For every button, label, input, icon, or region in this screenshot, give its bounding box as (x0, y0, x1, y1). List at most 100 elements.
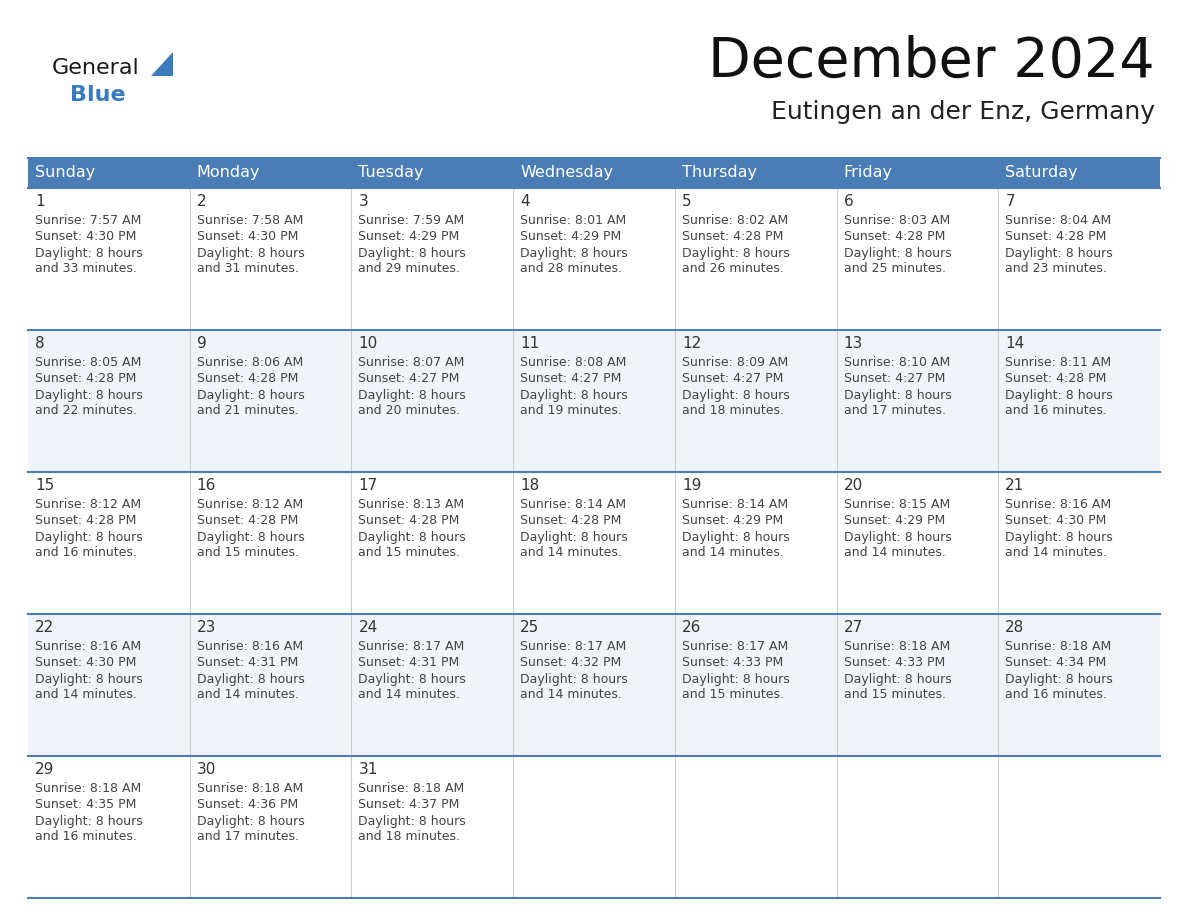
Text: Sunset: 4:35 PM: Sunset: 4:35 PM (34, 799, 137, 812)
Text: 1: 1 (34, 195, 45, 209)
Text: Sunrise: 8:15 AM: Sunrise: 8:15 AM (843, 498, 950, 511)
Text: 10: 10 (359, 337, 378, 352)
Text: and 14 minutes.: and 14 minutes. (520, 546, 623, 559)
Text: Sunset: 4:30 PM: Sunset: 4:30 PM (197, 230, 298, 243)
Text: 15: 15 (34, 478, 55, 494)
Text: Sunrise: 8:18 AM: Sunrise: 8:18 AM (843, 641, 950, 654)
Text: Sunset: 4:30 PM: Sunset: 4:30 PM (34, 656, 137, 669)
Text: Daylight: 8 hours: Daylight: 8 hours (843, 388, 952, 401)
Text: Daylight: 8 hours: Daylight: 8 hours (843, 531, 952, 543)
Text: General: General (52, 58, 140, 78)
Text: Daylight: 8 hours: Daylight: 8 hours (359, 814, 466, 827)
Text: and 28 minutes.: and 28 minutes. (520, 263, 623, 275)
Text: and 14 minutes.: and 14 minutes. (359, 688, 460, 701)
Text: Sunset: 4:28 PM: Sunset: 4:28 PM (34, 514, 137, 528)
Text: Sunrise: 8:16 AM: Sunrise: 8:16 AM (197, 641, 303, 654)
Text: December 2024: December 2024 (708, 35, 1155, 89)
Text: and 25 minutes.: and 25 minutes. (843, 263, 946, 275)
Text: and 22 minutes.: and 22 minutes. (34, 405, 137, 418)
Text: 12: 12 (682, 337, 701, 352)
Text: 20: 20 (843, 478, 862, 494)
Text: and 23 minutes.: and 23 minutes. (1005, 263, 1107, 275)
Text: and 18 minutes.: and 18 minutes. (359, 831, 461, 844)
Text: Sunset: 4:31 PM: Sunset: 4:31 PM (359, 656, 460, 669)
Text: Sunrise: 8:12 AM: Sunrise: 8:12 AM (34, 498, 141, 511)
Text: Sunrise: 8:11 AM: Sunrise: 8:11 AM (1005, 356, 1112, 370)
Bar (29, 188, 1159, 330)
Text: 14: 14 (1005, 337, 1024, 352)
Text: Sunset: 4:27 PM: Sunset: 4:27 PM (520, 373, 621, 386)
Text: Daylight: 8 hours: Daylight: 8 hours (1005, 531, 1113, 543)
Text: Daylight: 8 hours: Daylight: 8 hours (1005, 388, 1113, 401)
Text: 27: 27 (843, 621, 862, 635)
Text: Sunrise: 8:18 AM: Sunrise: 8:18 AM (359, 782, 465, 796)
Text: Sunset: 4:34 PM: Sunset: 4:34 PM (1005, 656, 1106, 669)
Text: Sunset: 4:28 PM: Sunset: 4:28 PM (34, 373, 137, 386)
Text: Sunset: 4:36 PM: Sunset: 4:36 PM (197, 799, 298, 812)
Text: 24: 24 (359, 621, 378, 635)
Text: and 16 minutes.: and 16 minutes. (1005, 688, 1107, 701)
Text: Sunrise: 8:09 AM: Sunrise: 8:09 AM (682, 356, 788, 370)
Polygon shape (151, 52, 173, 76)
Text: Thursday: Thursday (682, 165, 757, 181)
Text: and 15 minutes.: and 15 minutes. (197, 546, 298, 559)
Text: 23: 23 (197, 621, 216, 635)
Text: Sunrise: 8:14 AM: Sunrise: 8:14 AM (682, 498, 788, 511)
Text: 5: 5 (682, 195, 691, 209)
Text: Sunday: Sunday (34, 165, 95, 181)
Text: Eutingen an der Enz, Germany: Eutingen an der Enz, Germany (771, 100, 1155, 124)
Text: Daylight: 8 hours: Daylight: 8 hours (197, 388, 304, 401)
Text: Daylight: 8 hours: Daylight: 8 hours (843, 673, 952, 686)
Text: and 26 minutes.: and 26 minutes. (682, 263, 784, 275)
Text: Sunrise: 8:16 AM: Sunrise: 8:16 AM (1005, 498, 1112, 511)
Text: Daylight: 8 hours: Daylight: 8 hours (1005, 247, 1113, 260)
Text: Wednesday: Wednesday (520, 165, 613, 181)
Text: Sunset: 4:29 PM: Sunset: 4:29 PM (682, 514, 783, 528)
Text: and 19 minutes.: and 19 minutes. (520, 405, 623, 418)
Text: 28: 28 (1005, 621, 1024, 635)
Text: Sunrise: 8:05 AM: Sunrise: 8:05 AM (34, 356, 141, 370)
Text: Daylight: 8 hours: Daylight: 8 hours (34, 814, 143, 827)
Text: Monday: Monday (197, 165, 260, 181)
Text: Tuesday: Tuesday (359, 165, 424, 181)
Text: Sunrise: 7:58 AM: Sunrise: 7:58 AM (197, 215, 303, 228)
Text: Sunset: 4:28 PM: Sunset: 4:28 PM (520, 514, 621, 528)
Text: Daylight: 8 hours: Daylight: 8 hours (34, 673, 143, 686)
Text: Sunset: 4:29 PM: Sunset: 4:29 PM (520, 230, 621, 243)
Text: Sunset: 4:28 PM: Sunset: 4:28 PM (197, 514, 298, 528)
Text: 8: 8 (34, 337, 45, 352)
Text: Sunrise: 8:12 AM: Sunrise: 8:12 AM (197, 498, 303, 511)
Text: Sunrise: 8:10 AM: Sunrise: 8:10 AM (843, 356, 950, 370)
Text: and 33 minutes.: and 33 minutes. (34, 263, 137, 275)
Text: Sunset: 4:27 PM: Sunset: 4:27 PM (682, 373, 783, 386)
Text: 29: 29 (34, 763, 55, 778)
Text: Daylight: 8 hours: Daylight: 8 hours (682, 673, 790, 686)
Text: Sunrise: 8:02 AM: Sunrise: 8:02 AM (682, 215, 788, 228)
Text: Daylight: 8 hours: Daylight: 8 hours (359, 247, 466, 260)
Text: and 16 minutes.: and 16 minutes. (34, 831, 137, 844)
Text: Sunrise: 8:17 AM: Sunrise: 8:17 AM (359, 641, 465, 654)
Text: Daylight: 8 hours: Daylight: 8 hours (682, 531, 790, 543)
Text: Sunset: 4:33 PM: Sunset: 4:33 PM (682, 656, 783, 669)
Text: Sunset: 4:28 PM: Sunset: 4:28 PM (197, 373, 298, 386)
Text: and 31 minutes.: and 31 minutes. (197, 263, 298, 275)
Text: Sunrise: 8:17 AM: Sunrise: 8:17 AM (520, 641, 626, 654)
Text: and 15 minutes.: and 15 minutes. (682, 688, 784, 701)
Text: 31: 31 (359, 763, 378, 778)
Bar (29, 472, 1159, 614)
Text: Sunset: 4:28 PM: Sunset: 4:28 PM (682, 230, 783, 243)
Text: Daylight: 8 hours: Daylight: 8 hours (520, 531, 628, 543)
Text: Sunset: 4:29 PM: Sunset: 4:29 PM (843, 514, 944, 528)
Text: 25: 25 (520, 621, 539, 635)
Text: Sunset: 4:37 PM: Sunset: 4:37 PM (359, 799, 460, 812)
Text: Daylight: 8 hours: Daylight: 8 hours (520, 388, 628, 401)
Text: and 14 minutes.: and 14 minutes. (197, 688, 298, 701)
Text: and 17 minutes.: and 17 minutes. (843, 405, 946, 418)
Text: Daylight: 8 hours: Daylight: 8 hours (197, 673, 304, 686)
Text: Sunset: 4:30 PM: Sunset: 4:30 PM (34, 230, 137, 243)
Text: and 21 minutes.: and 21 minutes. (197, 405, 298, 418)
Text: Sunset: 4:28 PM: Sunset: 4:28 PM (843, 230, 944, 243)
Text: Sunset: 4:27 PM: Sunset: 4:27 PM (843, 373, 944, 386)
Text: Daylight: 8 hours: Daylight: 8 hours (34, 247, 143, 260)
Text: Daylight: 8 hours: Daylight: 8 hours (520, 673, 628, 686)
